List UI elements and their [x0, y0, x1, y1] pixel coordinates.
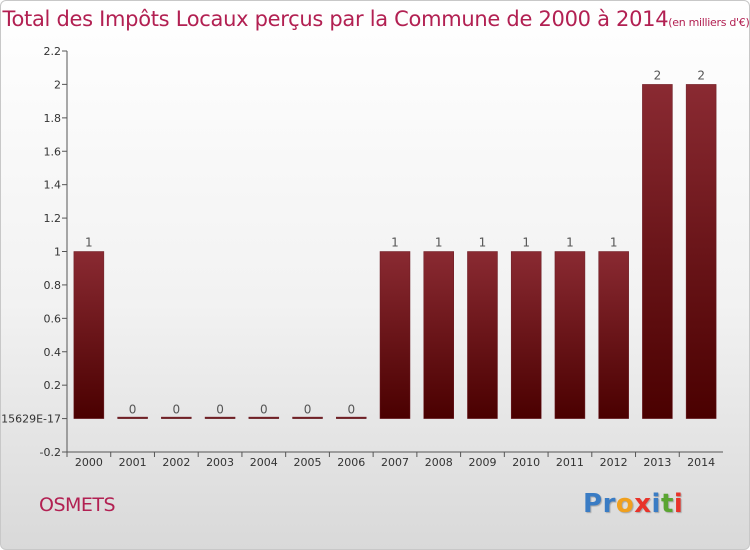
y-tick-label: 1.8 [44, 112, 62, 125]
data-label: 1 [391, 236, 399, 250]
logo-letter: i [673, 489, 684, 519]
data-label: 2 [697, 68, 705, 82]
commune-name: OSMETS [39, 494, 116, 516]
y-tick-label: 1.4 [44, 179, 62, 192]
x-tick-label: 2014 [687, 456, 715, 469]
logo-letter: P [583, 489, 603, 519]
x-tick-label: 2005 [294, 456, 322, 469]
x-tick-label: 2007 [381, 456, 409, 469]
bar [204, 416, 236, 419]
y-tick-label: 1.6 [44, 145, 62, 158]
title-unit: (en milliers d'€) [668, 16, 750, 29]
y-tick-label: 2 [54, 78, 61, 91]
y-tick-label: -0.2 [40, 446, 61, 459]
x-tick-label: 2011 [556, 456, 584, 469]
y-tick-label: 0.6 [44, 312, 62, 325]
y-tick-label: 2.2 [44, 45, 62, 58]
bar [161, 416, 192, 419]
y-tick-label: 1.2 [44, 212, 62, 225]
data-label: 1 [522, 236, 530, 250]
bar [685, 84, 717, 419]
bar [642, 84, 673, 419]
data-label: 0 [347, 403, 355, 417]
x-tick-label: 2013 [643, 456, 671, 469]
data-label: 0 [129, 403, 137, 417]
bar [117, 416, 148, 419]
y-tick-label: -1.15629E-17 [1, 413, 61, 426]
bar [423, 251, 454, 419]
bar [292, 416, 323, 419]
data-label: 1 [610, 236, 618, 250]
data-label: 1 [85, 236, 93, 250]
x-tick-label: 2006 [337, 456, 365, 469]
y-tick-label: 0.4 [44, 346, 62, 359]
logo-letter: x [634, 489, 652, 519]
data-label: 0 [304, 403, 312, 417]
bar [248, 416, 280, 419]
bar [554, 251, 586, 419]
bar [336, 416, 367, 419]
data-label: 0 [260, 403, 268, 417]
bar [467, 251, 498, 419]
bar [73, 251, 105, 419]
logo-letter: r [602, 489, 616, 519]
data-label: 1 [479, 236, 487, 250]
x-tick-label: 2010 [512, 456, 540, 469]
x-tick-label: 2004 [250, 456, 278, 469]
data-label: 0 [173, 403, 181, 417]
x-tick-label: 2000 [75, 456, 103, 469]
x-tick-label: 2008 [425, 456, 453, 469]
y-tick-label: 0.2 [44, 379, 62, 392]
data-label: 1 [435, 236, 443, 250]
bar [379, 251, 411, 419]
bar [598, 251, 629, 419]
proxiti-logo: Proxiti [583, 489, 683, 519]
x-tick-label: 2002 [162, 456, 190, 469]
logo-letter: o [615, 489, 635, 519]
logo-letter: t [660, 489, 674, 519]
chart-title: Total des Impôts Locaux perçus par la Co… [1, 7, 750, 31]
y-tick-label: 1 [54, 246, 61, 259]
data-label: 2 [654, 68, 662, 82]
data-label: 1 [566, 236, 574, 250]
x-tick-label: 2001 [119, 456, 147, 469]
x-tick-label: 2009 [468, 456, 496, 469]
bar [510, 251, 542, 419]
data-label: 0 [216, 403, 224, 417]
title-text: Total des Impôts Locaux perçus par la Co… [2, 7, 669, 31]
y-tick-label: 0.8 [44, 279, 62, 292]
x-tick-label: 2012 [600, 456, 628, 469]
logo-letter: i [651, 489, 661, 519]
x-tick-label: 2003 [206, 456, 234, 469]
